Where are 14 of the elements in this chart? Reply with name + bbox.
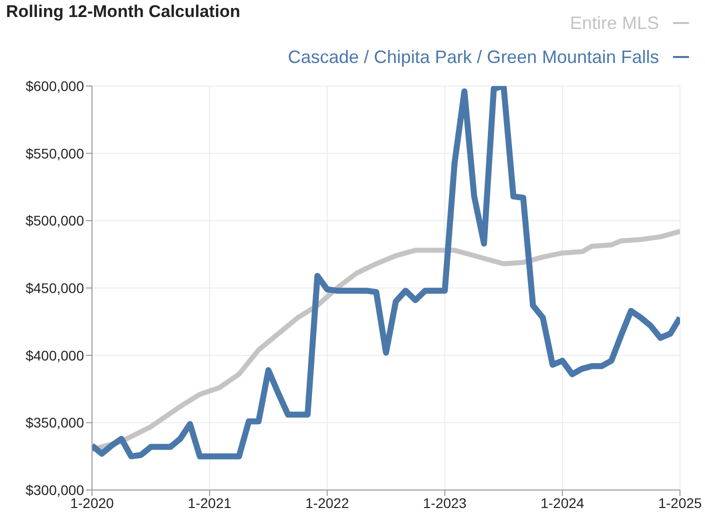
x-tick-label: 1-2025 — [658, 494, 702, 511]
y-tick-label: $350,000 — [26, 414, 84, 431]
y-tick-label: $550,000 — [26, 145, 84, 162]
y-tick-label: $500,000 — [26, 212, 84, 229]
y-tick-label: $400,000 — [26, 347, 84, 364]
y-tick-label: $600,000 — [26, 78, 84, 94]
legend-label: Entire MLS — [570, 12, 659, 35]
chart-title: Rolling 12-Month Calculation — [6, 2, 240, 22]
x-tick-label: 1-2024 — [540, 494, 584, 511]
y-tick-label: $450,000 — [26, 280, 84, 296]
x-tick-label: 1-2023 — [423, 494, 467, 511]
x-tick-label: 1-2022 — [305, 494, 350, 511]
x-tick-label: 1-2021 — [188, 494, 232, 511]
legend-label: Cascade / Chipita Park / Green Mountain Falls — [288, 46, 659, 69]
